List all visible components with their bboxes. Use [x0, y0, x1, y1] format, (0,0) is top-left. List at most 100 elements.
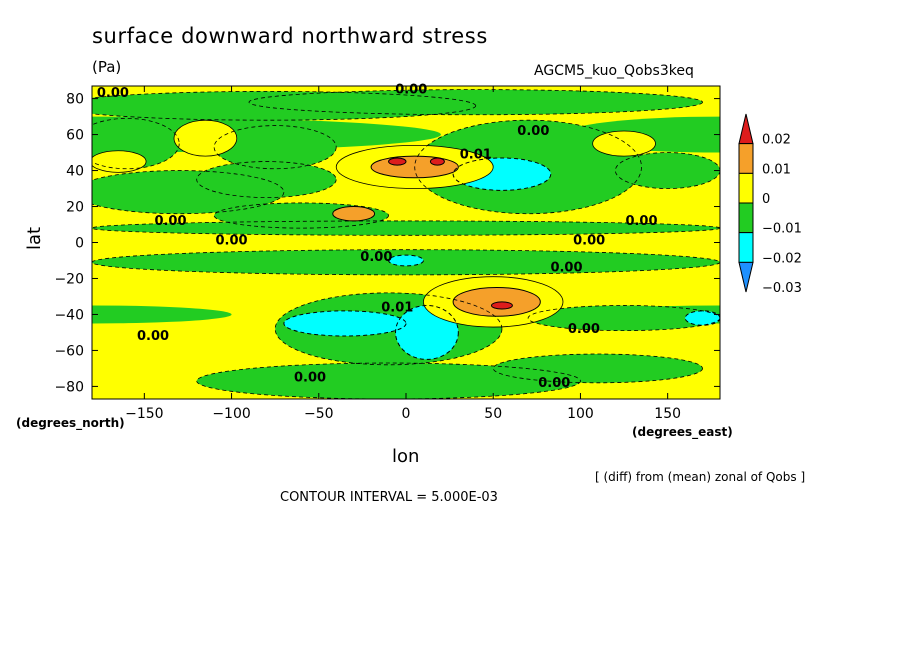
negative-region-12 — [388, 255, 424, 266]
positive-region-20 — [173, 120, 237, 157]
negative-region-3 — [214, 125, 337, 169]
colorbar: 0.02 0.01 0 −0.01 −0.02 −0.03 — [738, 113, 802, 296]
contour-label-6: 0.00 — [216, 234, 248, 249]
negative-region-14 — [283, 310, 407, 337]
contour-line-1 — [248, 89, 703, 116]
y-unit-label: (degrees_north) — [16, 416, 125, 430]
dataset-label: AGCM5_kuo_Qobs3keq — [534, 63, 694, 79]
colorbar-label-5: −0.03 — [762, 281, 802, 296]
contour-line-0 — [92, 91, 477, 121]
colorbar-segment-2 — [738, 172, 754, 204]
contour-line-27 — [332, 206, 376, 222]
negative-region-5 — [196, 161, 337, 198]
negative-region-8 — [615, 152, 720, 189]
contour-line-layer — [92, 89, 720, 399]
contour-line-3 — [213, 125, 337, 170]
contour-line-9 — [213, 202, 389, 229]
positive-region-26 — [430, 157, 445, 166]
contour-label-2: 0.00 — [517, 124, 549, 139]
x-axis: −150 −100 −50 0 50 100 150 — [125, 86, 681, 422]
positive-region-27 — [332, 206, 375, 221]
negative-region-18 — [196, 363, 581, 399]
positive-region-25 — [388, 157, 406, 166]
contour-label-5: 0.00 — [625, 214, 657, 229]
y-tick-label-7: −60 — [54, 343, 84, 359]
contour-line-19 — [492, 353, 703, 384]
colorbar-label-2: 0 — [762, 192, 770, 207]
contour-line-5 — [196, 161, 337, 198]
colorbar-segment-0 — [738, 113, 754, 145]
x-tick-label-5: 100 — [567, 406, 594, 422]
colorbar-segment-3 — [738, 202, 754, 234]
contour-line-25 — [388, 157, 407, 166]
contour-line-2 — [92, 117, 180, 170]
x-tick-label-6: 150 — [654, 406, 681, 422]
units-label: (Pa) — [92, 58, 122, 76]
contour-label-14: 0.00 — [538, 376, 570, 391]
colorbar-label-3: −0.01 — [762, 222, 802, 237]
difference-note: [ (diff) from (mean) zonal of Qobs ] — [595, 470, 806, 484]
contour-line-12 — [388, 254, 424, 267]
x-tick-label-3: 0 — [402, 406, 411, 422]
contour-line-7 — [452, 157, 552, 191]
negative-region-19 — [493, 354, 703, 383]
contour-label-1: 0.00 — [395, 83, 427, 98]
contour-label-layer: 0.00 0.00 0.00 0.01 0.00 0.00 0.00 0.00 0.00 0.00… — [97, 83, 658, 391]
negative-region-17 — [685, 310, 720, 326]
chart-title: surface downward northward stress — [92, 24, 488, 48]
contour-line-18 — [196, 362, 581, 399]
x-tick-label-0: −150 — [125, 406, 163, 422]
contour-line-13 — [274, 292, 503, 366]
y-tick-label-6: −40 — [54, 307, 84, 323]
x-tick-label-1: −100 — [212, 406, 250, 422]
contour-interval-label: CONTOUR INTERVAL = 5.000E-03 — [280, 490, 498, 505]
contour-label-11: 0.00 — [568, 322, 600, 337]
y-tick-label-3: 20 — [66, 200, 84, 216]
y-tick-label-0: 80 — [66, 92, 84, 108]
contour-line-20 — [173, 119, 238, 157]
y-axis: 80 60 40 20 0 −20 −40 −60 −80 — [54, 92, 720, 395]
x-axis-title: lon — [392, 446, 420, 467]
y-tick-label-1: 60 — [66, 128, 84, 144]
contour-line-23 — [335, 144, 494, 189]
positive-region-22 — [592, 130, 656, 157]
contour-label-0: 0.00 — [97, 86, 129, 101]
colorbar-segment-1 — [738, 143, 754, 174]
colorbar-segment-5 — [738, 261, 754, 293]
contour-line-21 — [92, 150, 147, 173]
colorbar-label-1: 0.01 — [762, 162, 791, 177]
x-tick-label-4: 50 — [484, 406, 502, 422]
contour-line-14 — [283, 310, 407, 337]
colorbar-segment-4 — [738, 232, 754, 263]
contour-line-4 — [92, 170, 285, 215]
contour-label-10: 0.01 — [381, 300, 413, 315]
contour-line-24 — [370, 155, 459, 179]
negative-region-1 — [249, 89, 703, 115]
contour-line-6 — [414, 119, 642, 215]
positive-region-30 — [491, 301, 513, 310]
contour-line-8 — [614, 152, 720, 189]
contour-line-30 — [490, 301, 513, 310]
contour-label-9: 0.00 — [550, 261, 582, 276]
y-tick-label-4: 0 — [75, 236, 84, 252]
negative-band-2 — [92, 305, 232, 324]
y-tick-label-2: 40 — [66, 164, 84, 180]
negative-region-16 — [528, 305, 720, 331]
contour-line-26 — [429, 157, 445, 166]
y-tick-label-5: −20 — [54, 271, 84, 287]
colorbar-label-4: −0.02 — [762, 251, 802, 266]
contour-label-8: 0.00 — [360, 250, 392, 265]
contour-label-7: 0.00 — [573, 234, 605, 249]
y-tick-label-8: −80 — [54, 379, 84, 395]
colorbar-label-0: 0.02 — [762, 133, 791, 148]
negative-region-10 — [92, 220, 720, 236]
contour-line-22 — [592, 130, 656, 157]
contour-label-12: 0.00 — [137, 329, 169, 344]
x-unit-label: (degrees_east) — [632, 425, 733, 439]
x-tick-label-2: −50 — [304, 406, 334, 422]
contour-label-13: 0.00 — [294, 370, 326, 385]
contour-line-28 — [423, 276, 564, 328]
contour-line-29 — [452, 286, 541, 317]
contour-line-15 — [395, 304, 459, 360]
